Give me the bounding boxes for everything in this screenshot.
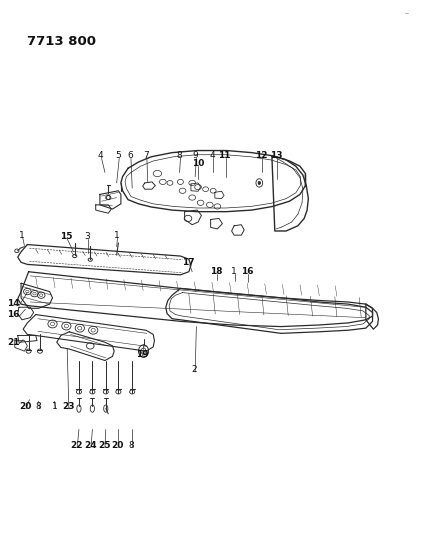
Text: 5: 5 (116, 151, 121, 160)
Text: 24: 24 (84, 441, 97, 450)
Text: 8: 8 (36, 402, 42, 411)
Text: 2: 2 (191, 366, 197, 374)
Text: 23: 23 (62, 402, 74, 411)
Text: 9: 9 (192, 151, 198, 160)
Text: 7: 7 (143, 151, 149, 160)
Text: 17: 17 (182, 258, 195, 267)
Text: 10: 10 (192, 159, 204, 168)
Text: 1: 1 (114, 231, 119, 240)
Text: 11: 11 (218, 151, 231, 160)
Text: 8: 8 (128, 441, 134, 450)
Text: 16: 16 (241, 267, 254, 276)
Text: 3: 3 (84, 232, 90, 241)
Text: 22: 22 (70, 441, 83, 450)
Text: 15: 15 (60, 232, 73, 241)
Text: 20: 20 (111, 441, 124, 450)
Text: 16: 16 (7, 310, 20, 319)
Text: –: – (405, 9, 409, 18)
Text: 18: 18 (210, 267, 223, 276)
Text: 13: 13 (270, 151, 282, 160)
Text: 1: 1 (19, 231, 25, 240)
Text: 19: 19 (136, 350, 148, 359)
Text: 1: 1 (52, 402, 57, 411)
Text: 21: 21 (7, 338, 20, 347)
Text: 6: 6 (127, 151, 133, 160)
Text: 12: 12 (255, 151, 267, 160)
Circle shape (258, 181, 261, 184)
Text: 1: 1 (231, 267, 237, 276)
Text: 25: 25 (98, 441, 110, 450)
Text: 20: 20 (19, 402, 31, 411)
Text: 14: 14 (7, 298, 20, 308)
Text: 4: 4 (209, 151, 215, 160)
Text: 7713 800: 7713 800 (27, 35, 96, 49)
Text: 8: 8 (177, 151, 182, 160)
Text: 4: 4 (98, 151, 104, 160)
